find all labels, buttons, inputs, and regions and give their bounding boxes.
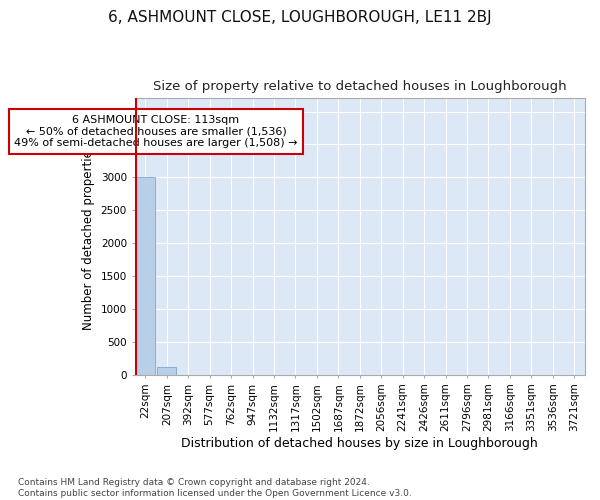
Bar <box>136 178 155 375</box>
Text: 6 ASHMOUNT CLOSE: 113sqm
← 50% of detached houses are smaller (1,536)
49% of sem: 6 ASHMOUNT CLOSE: 113sqm ← 50% of detach… <box>14 115 298 148</box>
X-axis label: Distribution of detached houses by size in Loughborough: Distribution of detached houses by size … <box>181 437 538 450</box>
Y-axis label: Number of detached properties: Number of detached properties <box>82 144 95 330</box>
Text: 6, ASHMOUNT CLOSE, LOUGHBOROUGH, LE11 2BJ: 6, ASHMOUNT CLOSE, LOUGHBOROUGH, LE11 2B… <box>108 10 492 25</box>
Bar <box>157 367 176 375</box>
Text: Contains HM Land Registry data © Crown copyright and database right 2024.
Contai: Contains HM Land Registry data © Crown c… <box>18 478 412 498</box>
Title: Size of property relative to detached houses in Loughborough: Size of property relative to detached ho… <box>153 80 566 93</box>
